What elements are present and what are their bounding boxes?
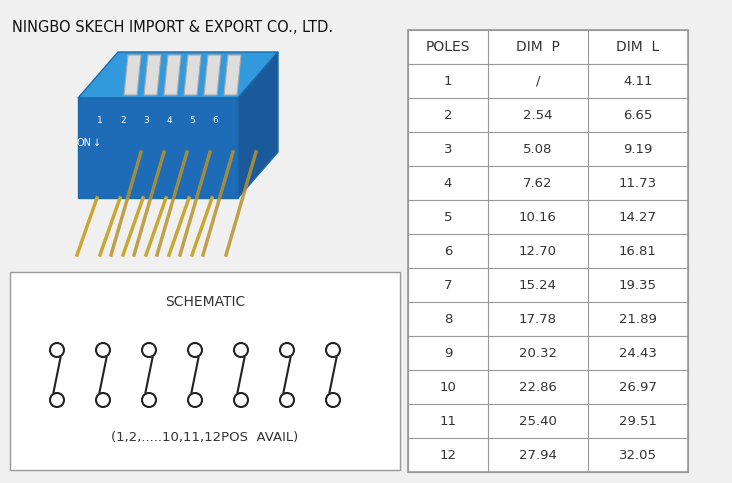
Text: 6.65: 6.65 <box>624 109 653 122</box>
Text: 5.08: 5.08 <box>523 142 553 156</box>
Text: 19.35: 19.35 <box>619 279 657 292</box>
Text: 4: 4 <box>166 115 172 125</box>
Text: 17.78: 17.78 <box>519 313 557 326</box>
Text: NINGBO SKECH IMPORT & EXPORT CO., LTD.: NINGBO SKECH IMPORT & EXPORT CO., LTD. <box>12 20 333 35</box>
Polygon shape <box>238 52 278 198</box>
Text: SCHEMATIC: SCHEMATIC <box>165 295 245 309</box>
Text: 8: 8 <box>444 313 452 326</box>
Polygon shape <box>144 55 161 95</box>
Text: ↓: ↓ <box>93 138 101 148</box>
Text: 7: 7 <box>444 279 452 292</box>
Text: 2: 2 <box>120 115 126 125</box>
Text: 1: 1 <box>97 115 103 125</box>
Text: 27.94: 27.94 <box>519 449 557 461</box>
Text: 12: 12 <box>439 449 457 461</box>
Text: 26.97: 26.97 <box>619 381 657 394</box>
Polygon shape <box>124 55 141 95</box>
Text: 3: 3 <box>444 142 452 156</box>
Text: 24.43: 24.43 <box>619 346 657 359</box>
Text: 11: 11 <box>439 414 457 427</box>
Polygon shape <box>78 98 238 198</box>
Text: 4: 4 <box>444 176 452 189</box>
Text: 12.70: 12.70 <box>519 244 557 257</box>
Text: 22.86: 22.86 <box>519 381 557 394</box>
Text: 11.73: 11.73 <box>619 176 657 189</box>
Text: ON: ON <box>77 138 92 148</box>
Polygon shape <box>204 55 221 95</box>
Text: 1: 1 <box>444 74 452 87</box>
Text: 25.40: 25.40 <box>519 414 557 427</box>
Polygon shape <box>224 55 241 95</box>
Text: 10: 10 <box>439 381 457 394</box>
Text: 29.51: 29.51 <box>619 414 657 427</box>
Text: 4.11: 4.11 <box>623 74 653 87</box>
Text: 15.24: 15.24 <box>519 279 557 292</box>
Bar <box>10 272 400 470</box>
Text: 2.54: 2.54 <box>523 109 553 122</box>
Text: 9: 9 <box>444 346 452 359</box>
Text: 16.81: 16.81 <box>619 244 657 257</box>
Text: 14.27: 14.27 <box>619 211 657 224</box>
Text: DIM  L: DIM L <box>616 40 660 54</box>
Text: 21.89: 21.89 <box>619 313 657 326</box>
Polygon shape <box>78 52 278 98</box>
Text: 2: 2 <box>444 109 452 122</box>
Text: 20.32: 20.32 <box>519 346 557 359</box>
Text: DIM  P: DIM P <box>516 40 560 54</box>
Text: 5: 5 <box>444 211 452 224</box>
Text: 9.19: 9.19 <box>624 142 653 156</box>
Text: 7.62: 7.62 <box>523 176 553 189</box>
Text: 3: 3 <box>143 115 149 125</box>
Text: 6: 6 <box>444 244 452 257</box>
Text: /: / <box>536 74 540 87</box>
Bar <box>408 30 688 472</box>
Polygon shape <box>184 55 201 95</box>
Text: (1,2,.....10,11,12POS  AVAIL): (1,2,.....10,11,12POS AVAIL) <box>111 430 299 443</box>
Text: 10.16: 10.16 <box>519 211 557 224</box>
Polygon shape <box>164 55 181 95</box>
Text: POLES: POLES <box>426 40 470 54</box>
Text: 5: 5 <box>189 115 195 125</box>
Text: 6: 6 <box>212 115 218 125</box>
Text: 32.05: 32.05 <box>619 449 657 461</box>
